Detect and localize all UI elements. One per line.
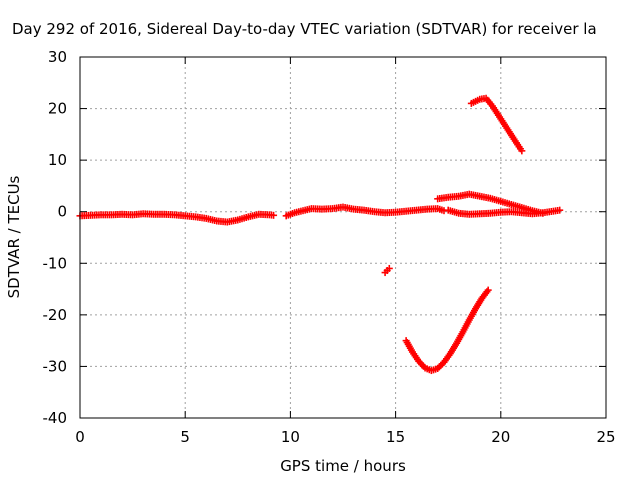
series-arc-1 <box>76 210 278 226</box>
x-tick-label: 15 <box>386 428 405 446</box>
series-arc-4 <box>444 206 564 218</box>
x-tick-label: 0 <box>75 428 85 446</box>
y-tick-label: -10 <box>43 254 68 272</box>
x-tick-label: 5 <box>180 428 190 446</box>
x-tick-label: 10 <box>281 428 300 446</box>
series-arc-2 <box>282 203 448 220</box>
chart-title: Day 292 of 2016, Sidereal Day-to-day VTE… <box>12 20 597 38</box>
series-arc-3 <box>434 190 547 217</box>
data-point <box>385 264 393 272</box>
y-tick-label: -30 <box>43 357 68 375</box>
y-tick-label: 20 <box>48 100 67 118</box>
y-axis-title: SDTVAR / TECUs <box>5 175 23 298</box>
y-tick-label: -20 <box>43 306 68 324</box>
y-tick-label: 30 <box>48 48 67 66</box>
series-arc-6 <box>381 264 393 277</box>
plot-frame <box>79 56 607 419</box>
data-points <box>76 94 564 375</box>
data-point <box>484 286 492 294</box>
y-tick-label: 10 <box>48 151 67 169</box>
x-tick-label: 20 <box>491 428 510 446</box>
series-arc-5 <box>467 94 526 155</box>
series-arc-7 <box>402 286 492 375</box>
data-point <box>556 206 564 214</box>
x-axis-title: GPS time / hours <box>280 457 406 475</box>
data-point <box>270 211 278 219</box>
axis-labels: 0 5 10 15 20 25 -40 -30 -20 -10 0 10 20 30 <box>43 48 616 446</box>
y-tick-label: -40 <box>43 409 68 427</box>
y-tick-label: 0 <box>57 203 67 221</box>
data-point <box>518 147 526 155</box>
x-tick-label: 25 <box>596 428 615 446</box>
